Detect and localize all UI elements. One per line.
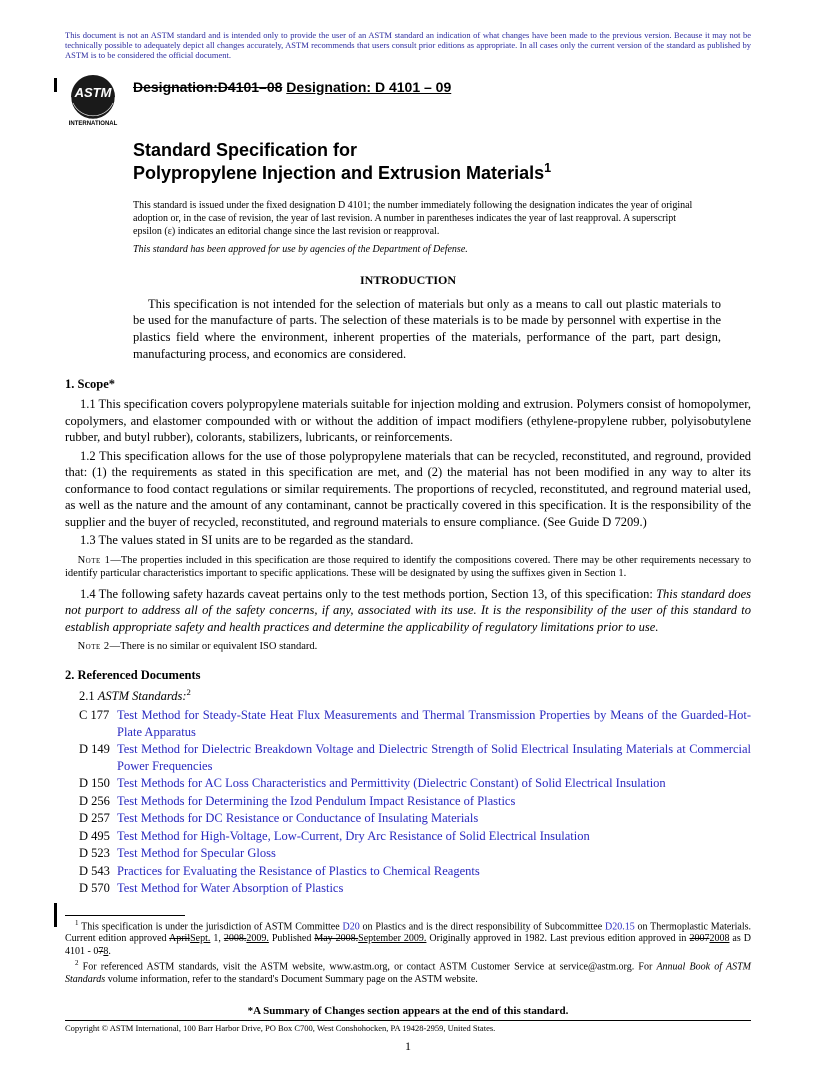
- ref-item: C 177Test Method for Steady-State Heat F…: [79, 707, 751, 740]
- ref-link[interactable]: Test Method for Water Absorption of Plas…: [117, 881, 343, 895]
- ref-item: D 543Practices for Evaluating the Resist…: [79, 863, 751, 880]
- revision-bar-2: [54, 903, 57, 927]
- ref-item: D 570Test Method for Water Absorption of…: [79, 880, 751, 897]
- old-designation: Designation:D4101–08: [133, 79, 282, 95]
- scope-1-1: 1.1 This specification covers polypropyl…: [65, 396, 751, 446]
- designation-line: Designation:D4101–08 Designation: D 4101…: [133, 79, 451, 95]
- note-2: Note 2—There is no similar or equivalent…: [65, 640, 751, 654]
- footnote-1: 1 This specification is under the jurisd…: [65, 919, 751, 959]
- svg-text:INTERNATIONAL: INTERNATIONAL: [69, 121, 118, 127]
- revision-bar-1: [54, 78, 57, 92]
- ref-link[interactable]: Test Method for Dielectric Breakdown Vol…: [117, 742, 751, 773]
- copyright-line: Copyright © ASTM International, 100 Barr…: [65, 1023, 751, 1033]
- ref-link[interactable]: Test Method for High-Voltage, Low-Curren…: [117, 829, 590, 843]
- ref-link[interactable]: Test Methods for DC Resistance or Conduc…: [117, 811, 478, 825]
- header-row: ASTM INTERNATIONAL Designation:D4101–08 …: [65, 73, 751, 129]
- new-designation: Designation: D 4101 – 09: [286, 79, 451, 95]
- bottom-rule: [65, 1020, 751, 1021]
- footnote-2: 2 For referenced ASTM standards, visit t…: [65, 959, 751, 986]
- scope-heading: 1. Scope*: [65, 377, 751, 392]
- scope-1-4: 1.4 The following safety hazards caveat …: [65, 586, 751, 636]
- ref-item: D 150Test Methods for AC Loss Characteri…: [79, 775, 751, 792]
- ref-item: D 256Test Methods for Determining the Iz…: [79, 793, 751, 810]
- scope-1-2: 1.2 This specification allows for the us…: [65, 448, 751, 531]
- ref-link[interactable]: Test Methods for AC Loss Characteristics…: [117, 776, 666, 790]
- issued-note: This standard is issued under the fixed …: [133, 199, 693, 238]
- page-number: 1: [65, 1039, 751, 1054]
- ref-link[interactable]: Test Methods for Determining the Izod Pe…: [117, 794, 515, 808]
- introduction-heading: INTRODUCTION: [65, 273, 751, 288]
- standard-title: Standard Specification for Polypropylene…: [133, 139, 751, 185]
- scope-1-3: 1.3 The values stated in SI units are to…: [65, 532, 751, 549]
- page-container: This document is not an ASTM standard an…: [0, 0, 816, 1074]
- svg-text:ASTM: ASTM: [74, 85, 113, 100]
- introduction-body: This specification is not intended for t…: [133, 296, 721, 364]
- ref-link[interactable]: Test Method for Specular Gloss: [117, 846, 276, 860]
- dod-approval-note: This standard has been approved for use …: [133, 244, 751, 255]
- footnote-rule: [65, 915, 185, 916]
- title-block: Standard Specification for Polypropylene…: [133, 139, 751, 185]
- committee-link[interactable]: D20: [342, 921, 359, 932]
- ref-link[interactable]: Practices for Evaluating the Resistance …: [117, 864, 480, 878]
- subcommittee-link[interactable]: D20.15: [605, 921, 635, 932]
- ref-item: D 149Test Method for Dielectric Breakdow…: [79, 741, 751, 774]
- ref-item: D 523Test Method for Specular Gloss: [79, 845, 751, 862]
- note-1: Note 1—The properties included in this s…: [65, 554, 751, 581]
- referenced-docs-heading: 2. Referenced Documents: [65, 668, 751, 683]
- ref-link[interactable]: Test Method for Steady-State Heat Flux M…: [117, 708, 751, 739]
- ref-item: D 257Test Methods for DC Resistance or C…: [79, 810, 751, 827]
- ref-item: D 495Test Method for High-Voltage, Low-C…: [79, 828, 751, 845]
- top-disclaimer: This document is not an ASTM standard an…: [65, 30, 751, 61]
- summary-of-changes-line: *A Summary of Changes section appears at…: [65, 1005, 751, 1017]
- astm-logo: ASTM INTERNATIONAL: [65, 73, 121, 129]
- refs-subhead: 2.1 ASTM Standards:2: [79, 687, 751, 704]
